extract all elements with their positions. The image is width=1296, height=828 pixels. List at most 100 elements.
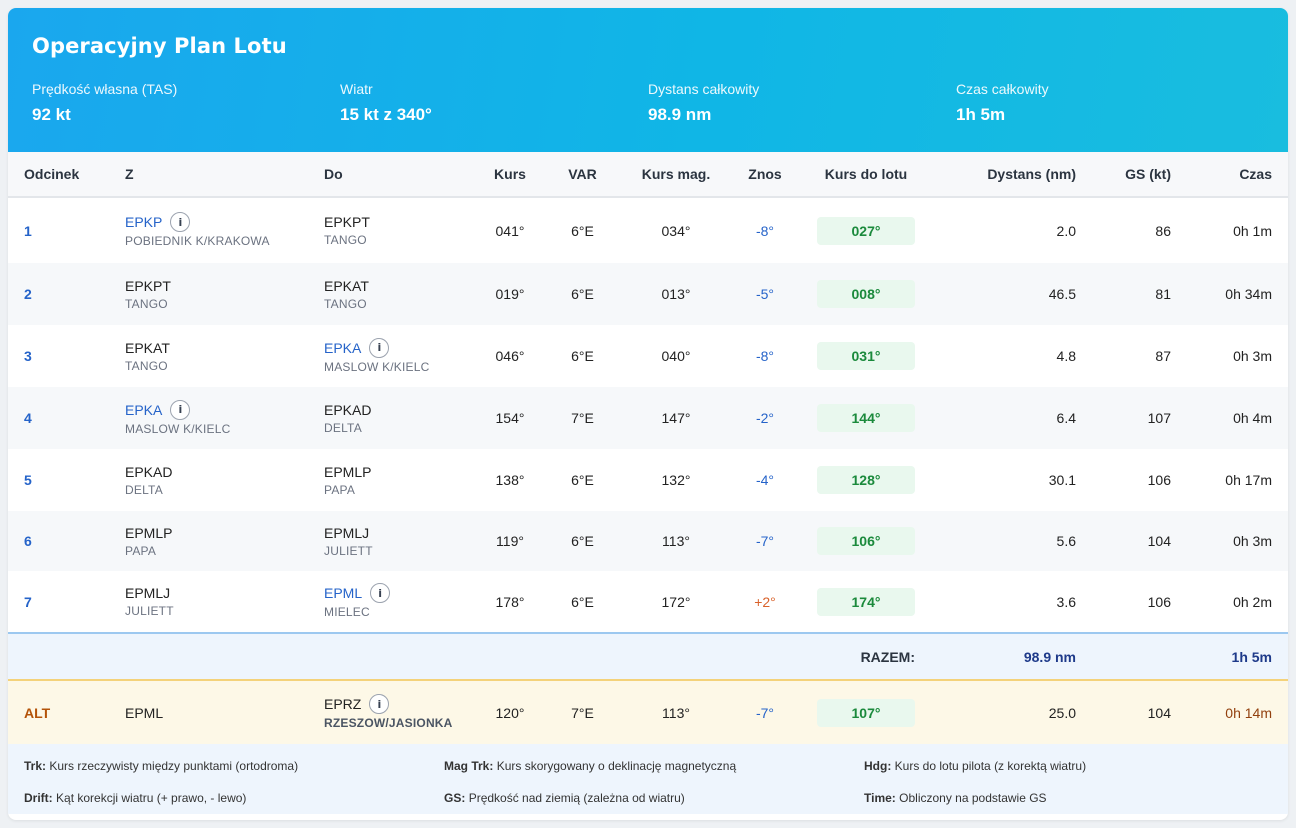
legend-item: Trk: Kurs rzeczywisty między punktami (o… xyxy=(24,759,444,783)
summary-stats: Prędkość własna (TAS) 92 kt Wiatr 15 kt … xyxy=(32,81,1264,125)
col-header-time: Czas xyxy=(1187,152,1288,198)
heading-badge: 031° xyxy=(817,342,915,370)
waypoint-code: EPMLP xyxy=(125,524,173,541)
info-icon[interactable]: i xyxy=(369,337,390,358)
waypoint-name: PAPA xyxy=(125,543,157,558)
time-cell: 0h 2m xyxy=(1187,571,1288,633)
track-cell: 120° xyxy=(478,679,542,744)
time-cell: 0h 17m xyxy=(1187,449,1288,511)
waypoint-name: DELTA xyxy=(125,482,163,497)
col-header-heading: Kurs do lotu xyxy=(801,152,931,198)
table-header-row: Odcinek Z Do Kurs VAR Kurs mag. Znos Kur… xyxy=(8,152,1288,198)
from-cell: EPKA i MASLOW K/KIELC xyxy=(109,387,308,449)
total-time: 1h 5m xyxy=(1187,632,1288,680)
stat-value: 1h 5m xyxy=(956,105,1006,124)
gs-cell: 104 xyxy=(1092,679,1187,744)
total-label: RAZEM: xyxy=(801,632,931,680)
from-cell: EPKP i POBIEDNIK K/KRAKOWA xyxy=(109,197,308,263)
heading-badge: 128° xyxy=(817,466,915,494)
waypoint-code: EPKAT xyxy=(125,339,170,356)
col-header-gs: GS (kt) xyxy=(1092,152,1187,198)
alternate-row: ALT EPML EPRZ i RZESZOW/JASIONKA 120° 7°E… xyxy=(8,679,1288,744)
drift-cell: -4° xyxy=(729,449,801,511)
time-cell: 0h 4m xyxy=(1187,387,1288,449)
heading-badge: 106° xyxy=(817,527,915,555)
legend-text: Kurs skorygowany o deklinację magnetyczn… xyxy=(496,759,737,773)
heading-cell: 174° xyxy=(801,571,931,633)
from-cell: EPMLJ JULIETT xyxy=(109,571,308,633)
info-icon[interactable]: i xyxy=(370,583,391,603)
distance-cell: 46.5 xyxy=(931,263,1092,325)
drift-cell: -5° xyxy=(729,263,801,325)
leg-number: 5 xyxy=(8,449,109,511)
legend-text: Prędkość nad ziemią (zależna od wiatru) xyxy=(468,790,685,805)
track-cell: 138° xyxy=(478,449,542,511)
waypoint-code: EPRZ xyxy=(324,696,362,712)
stat-wind: Wiatr 15 kt z 340° xyxy=(340,81,648,125)
distance-cell: 5.6 xyxy=(931,511,1092,571)
waypoint-link[interactable]: EPKA xyxy=(324,339,362,356)
to-cell: EPRZ i RZESZOW/JASIONKA xyxy=(308,679,478,744)
plan-header: Operacyjny Plan Lotu Prędkość własna (TA… xyxy=(8,8,1288,152)
time-cell: 0h 3m xyxy=(1187,511,1288,571)
mag-track-cell: 040° xyxy=(623,325,729,387)
waypoint-name: TANGO xyxy=(125,358,168,373)
waypoint-name: POBIEDNIK K/KRAKOWA xyxy=(125,234,270,248)
track-cell: 041° xyxy=(478,197,542,263)
to-cell: EPML i MIELEC xyxy=(308,571,478,633)
track-cell: 019° xyxy=(478,263,542,325)
waypoint-name: MASLOW K/KIELC xyxy=(324,359,430,374)
to-cell: EPKAD DELTA xyxy=(308,387,478,449)
distance-cell: 25.0 xyxy=(931,679,1092,744)
to-cell: EPKAT TANGO xyxy=(308,263,478,325)
time-cell: 0h 3m xyxy=(1187,325,1288,387)
from-cell: EPMLP PAPA xyxy=(109,511,308,571)
from-cell: EPKPT TANGO xyxy=(109,263,308,325)
drift-cell: -7° xyxy=(729,511,801,571)
drift-cell: +2° xyxy=(729,571,801,633)
legend-item: Hdg: Kurs do lotu pilota (z korektą wiat… xyxy=(864,759,1284,783)
legend-item: GS: Prędkość nad ziemią (zależna od wiat… xyxy=(444,791,864,815)
heading-cell: 144° xyxy=(801,387,931,449)
waypoint-name: JULIETT xyxy=(125,604,174,618)
heading-badge: 144° xyxy=(817,404,915,432)
col-header-var: VAR xyxy=(542,152,623,198)
stat-value: 98.9 nm xyxy=(648,105,712,124)
gs-cell: 81 xyxy=(1092,263,1187,325)
time-cell: 0h 34m xyxy=(1187,263,1288,325)
waypoint-link[interactable]: EPKA xyxy=(125,401,163,418)
leg-number: 3 xyxy=(8,325,109,387)
gs-cell: 87 xyxy=(1092,325,1187,387)
info-icon[interactable]: i xyxy=(369,694,390,714)
legend-text: Kurs do lotu pilota (z korektą wiatru) xyxy=(894,759,1087,773)
waypoint-code: EPMLP xyxy=(324,463,372,480)
stat-label: Dystans całkowity xyxy=(648,81,760,97)
waypoint-link[interactable]: EPKP xyxy=(125,214,163,230)
stat-value: 92 kt xyxy=(32,105,71,124)
heading-badge: 174° xyxy=(817,587,915,616)
stat-label: Czas całkowity xyxy=(956,81,1049,97)
total-row: RAZEM: 98.9 nm 1h 5m xyxy=(8,632,1288,680)
var-cell: 6°E xyxy=(542,449,623,511)
heading-cell: 031° xyxy=(801,325,931,387)
leg-number: 6 xyxy=(8,511,109,571)
mag-track-cell: 113° xyxy=(623,679,729,744)
mag-track-cell: 113° xyxy=(623,511,729,571)
heading-cell: 106° xyxy=(801,511,931,571)
waypoint-code: EPMLJ xyxy=(324,524,370,541)
mag-track-cell: 034° xyxy=(623,197,729,263)
var-cell: 6°E xyxy=(542,571,623,633)
heading-cell: 027° xyxy=(801,197,931,263)
info-icon[interactable]: i xyxy=(170,399,191,420)
waypoint-name: PAPA xyxy=(324,482,356,497)
waypoint-name: TANGO xyxy=(125,296,168,311)
waypoint-code: EPMLJ xyxy=(125,585,171,601)
waypoint-code: EPKAD xyxy=(324,401,372,418)
legend-key: GS: xyxy=(444,790,466,805)
gs-cell: 107 xyxy=(1092,387,1187,449)
waypoint-link[interactable]: EPML xyxy=(324,585,363,601)
time-cell: 0h 1m xyxy=(1187,197,1288,263)
info-icon[interactable]: i xyxy=(170,212,191,232)
var-cell: 6°E xyxy=(542,511,623,571)
waypoint-name: DELTA xyxy=(324,420,362,435)
